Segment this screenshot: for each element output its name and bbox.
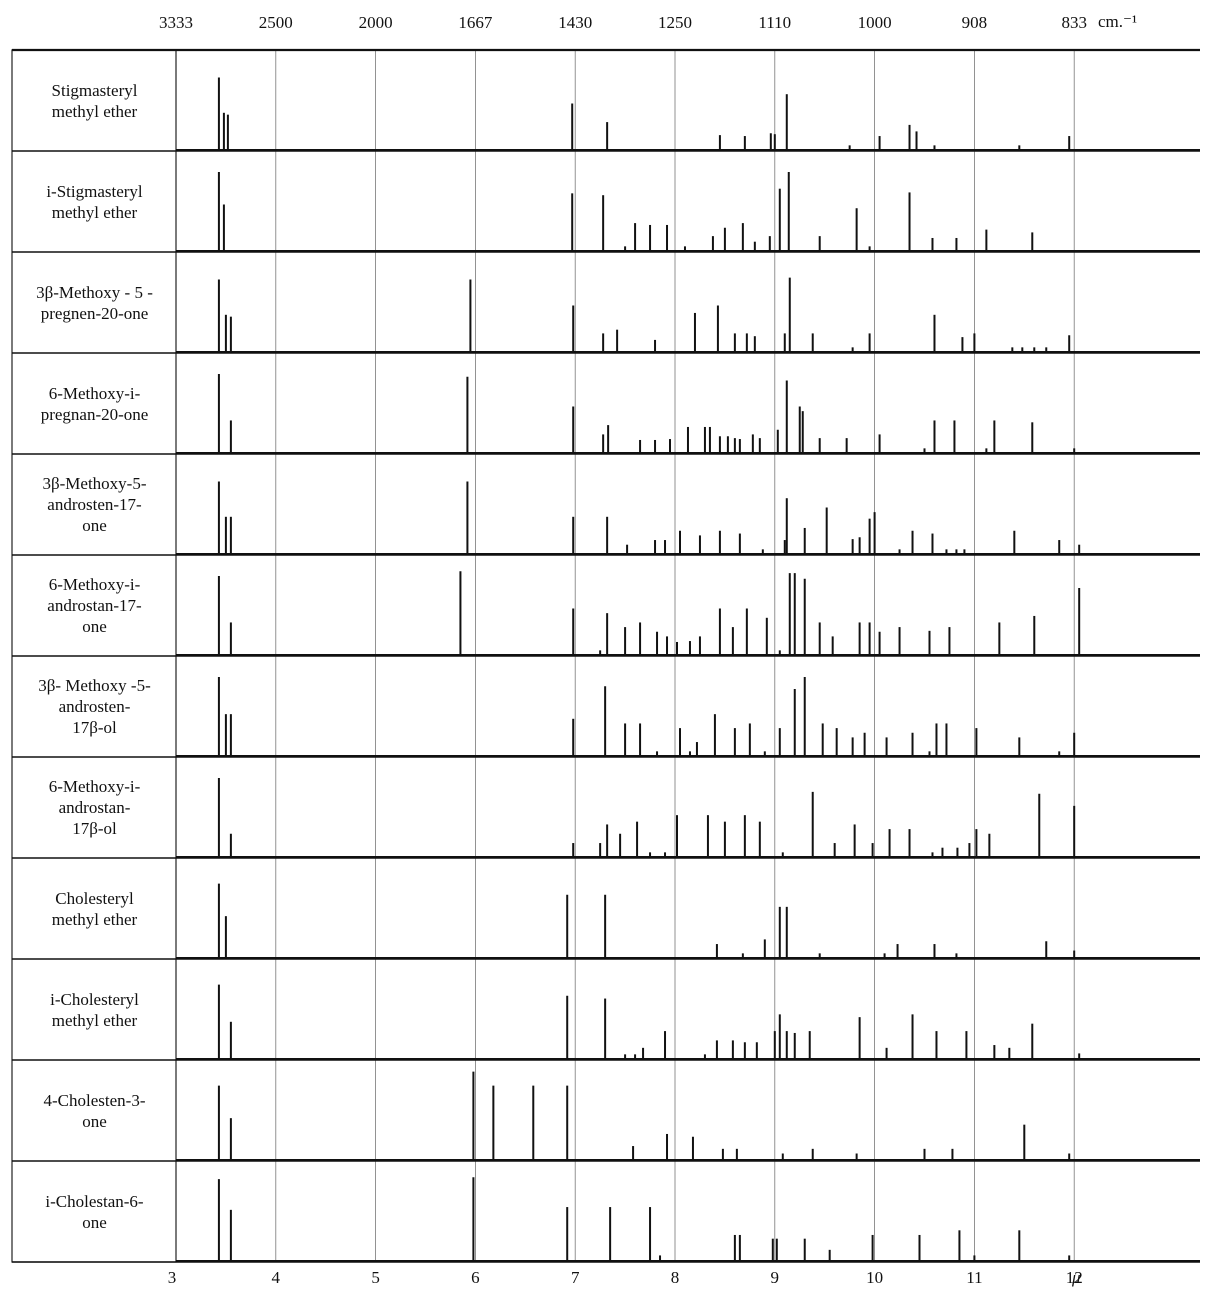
compound-label: 3β-Methoxy - 5 - pregnen-20-one: [36, 282, 153, 323]
wavelength-tick-label: 11: [966, 1268, 982, 1287]
wavelength-tick-label: 8: [671, 1268, 680, 1287]
wavenumber-tick-label: 3333: [159, 13, 193, 32]
compound-label: i-Cholestan-6- one: [45, 1191, 144, 1232]
compound-label: 3β- Methoxy -5- androsten- 17β-ol: [38, 676, 151, 737]
wavelength-tick-label: 3: [168, 1268, 177, 1287]
compound-label: 4-Cholesten-3- one: [43, 1090, 146, 1131]
grid-layer: [11, 48, 1200, 1263]
wavenumber-tick-label: 2000: [359, 13, 393, 32]
compound-label: 6-Methoxy-i- androstan- 17β-ol: [48, 777, 141, 838]
wavelength-tick-label: 9: [771, 1268, 780, 1287]
compound-label: i-Cholesteryl methyl ether: [50, 989, 139, 1030]
compound-label: 6-Methoxy-i- pregnan-20-one: [40, 383, 149, 424]
compound-label: i-Stigmasteryl methyl ether: [46, 181, 143, 222]
wavenumber-tick-label: 1250: [658, 13, 692, 32]
wavelength-tick-label: 4: [272, 1268, 281, 1287]
wavenumber-tick-label: 1000: [858, 13, 892, 32]
wavelength-tick-label: 10: [866, 1268, 883, 1287]
wavelength-tick-label: 6: [471, 1268, 480, 1287]
wavelength-tick-label: 5: [371, 1268, 380, 1287]
wavenumber-tick-label: 1110: [758, 13, 791, 32]
compound-label: 6-Methoxy-i- androstan-17- one: [47, 575, 142, 636]
wavelength-unit-label: μ: [1072, 1268, 1081, 1287]
compound-label: Cholesteryl methyl ether: [51, 888, 138, 929]
peaks-layer: [217, 77, 1081, 1261]
wavenumber-unit-label: cm.⁻¹: [1098, 12, 1138, 31]
wavelength-tick-label: 12: [1066, 1268, 1083, 1287]
wavenumber-tick-label: 908: [962, 13, 988, 32]
wavenumber-tick-label: 833: [1061, 13, 1087, 32]
wavenumber-tick-label: 2500: [259, 13, 293, 32]
compound-label: Stigmasteryl methyl ether: [51, 80, 138, 121]
wavenumber-tick-label: 1430: [558, 13, 592, 32]
wavelength-tick-label: 7: [571, 1268, 580, 1287]
compound-label: 3β-Methoxy-5- androsten-17- one: [42, 474, 147, 535]
wavenumber-tick-label: 1667: [458, 13, 493, 32]
